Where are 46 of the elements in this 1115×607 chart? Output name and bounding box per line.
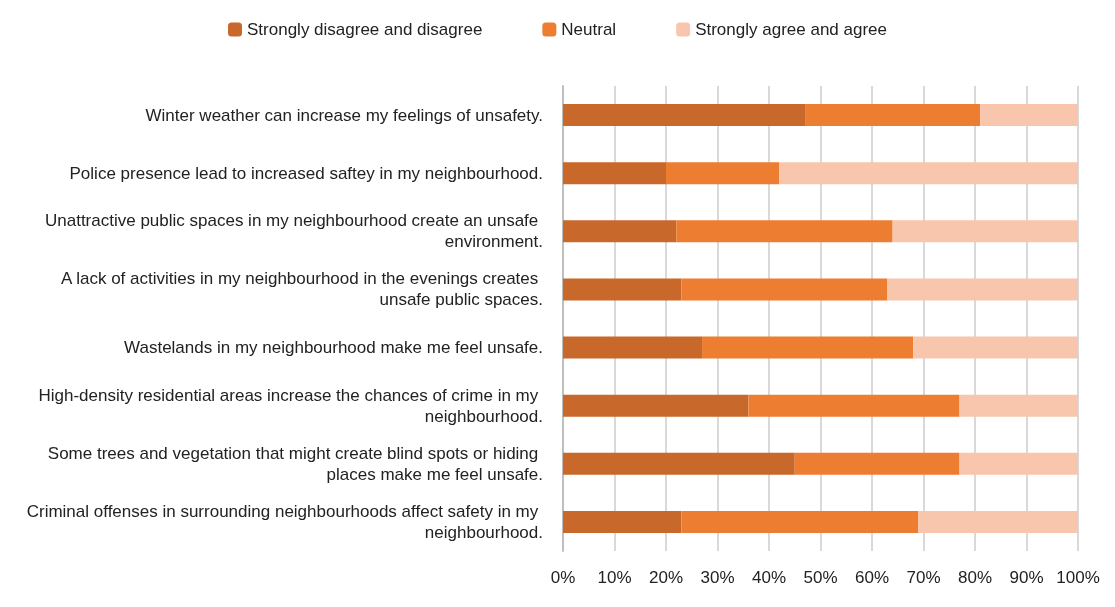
y-tick-label: Criminal offenses in surrounding neighbourhoods affect safety in my neighbourhood. [26, 501, 543, 542]
bar [563, 278, 682, 301]
x-tick-label: 50% [803, 568, 838, 587]
bar [563, 394, 749, 417]
bar [779, 162, 1078, 185]
y-tick-label: A lack of activities in my neighbourhood in the evenings creates unsafe public spaces. [61, 269, 543, 310]
bar [563, 162, 666, 185]
legend-label: Neutral [561, 20, 617, 39]
bar [918, 510, 1078, 533]
bar [563, 104, 806, 127]
bar [563, 510, 682, 533]
y-tick-label: High-density residential areas increase the chances of crime in my neighbourhood. [38, 385, 543, 426]
x-tick-label: 60% [854, 568, 890, 587]
y-tick-label: Police presence lead to increased saftey in my neighbourhood. [69, 163, 543, 183]
legend-label: Strongly agree and agree [695, 20, 887, 39]
bar [794, 452, 960, 475]
bar [666, 162, 780, 185]
bar [805, 104, 981, 127]
x-tick-label: 40% [751, 568, 787, 587]
bar [681, 510, 919, 533]
y-tick-label: Winter weather can increase my feelings of unsafety. [145, 105, 543, 125]
x-tick-label: 30% [700, 568, 735, 587]
bar [563, 220, 677, 243]
bar [959, 394, 1078, 417]
bar [563, 336, 703, 359]
bar [702, 336, 914, 359]
y-tick-label: Wastelands in my neighbourhood make me feel unsafe. [124, 338, 543, 358]
y-tick-label: Some trees and vegetation that might create blind spots or hiding places make me feel unsafe. [47, 443, 543, 484]
bar [980, 104, 1078, 127]
x-tick-label: 70% [906, 568, 941, 587]
x-tick-label: 0% [550, 568, 576, 587]
x-tick-label: 10% [597, 568, 632, 587]
bar [913, 336, 1078, 359]
bar [892, 220, 1078, 243]
x-tick-label: 80% [957, 568, 993, 587]
legend-label: Strongly disagree and disagree [247, 20, 483, 39]
x-tick-label: 90% [1009, 568, 1044, 587]
bar [681, 278, 888, 301]
y-tick-label: Unattractive public spaces in my neighbourhood create an unsafe environment. [44, 211, 543, 252]
bar [959, 452, 1078, 475]
bar [563, 452, 795, 475]
bar [748, 394, 960, 417]
bar [676, 220, 893, 243]
bar [887, 278, 1078, 301]
x-tick-label: 20% [648, 568, 684, 587]
x-tick-label: 100% [1056, 568, 1100, 587]
